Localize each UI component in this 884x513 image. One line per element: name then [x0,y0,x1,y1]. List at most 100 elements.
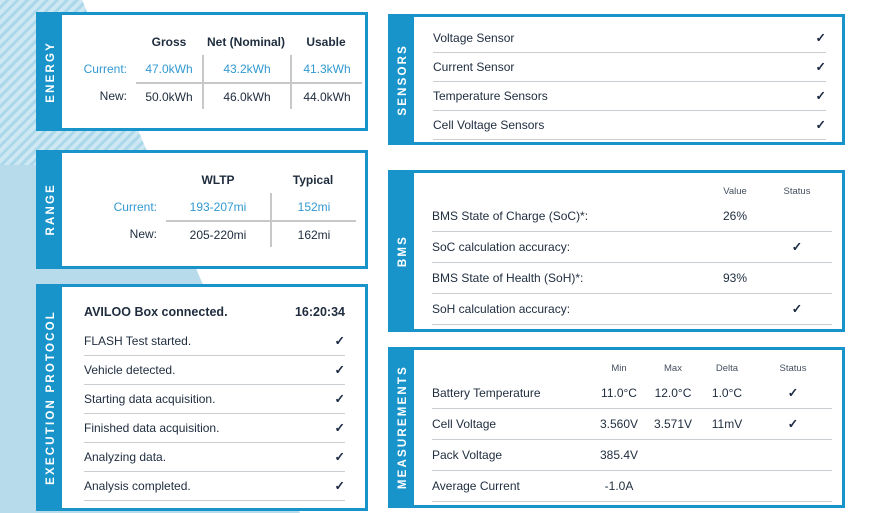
step-label: Analysis completed. [84,479,191,493]
cell-value: 44.0kWh [290,82,362,109]
cell-value: 152mi [270,193,356,220]
cell-value: 50.0kWh [136,82,202,109]
protocol-header-row: AVILOO Box connected. 16:20:34 [84,299,345,325]
column-header: Delta [715,362,739,374]
measurement-row: Pack Voltage 385.4V [432,440,832,471]
sensor-label: Voltage Sensor [433,31,515,45]
cell-min: -1.0A [604,479,634,493]
column-header: Status [779,362,807,374]
column-header: Status [783,185,811,197]
column-header: Typical [292,172,334,187]
bms-row: SoH calculation accuracy: ✓ [432,294,832,325]
column-header: Net (Nominal) [207,34,285,49]
step-label: Analyzing data. [84,450,167,464]
cell-value: 26% [722,209,748,223]
step-label: Starting data acquisition. [84,392,216,406]
range-panel: RANGE WLTP Typical Current: 193-207mi 15… [36,150,368,269]
sensor-row: Current Sensor ✓ [433,53,826,82]
bms-panel: BMS Value Status BMS State of Charge (So… [388,170,845,332]
column-header: Min [611,362,627,374]
execution-protocol-title: EXECUTION PROTOCOL [44,310,57,485]
row-label: BMS State of Charge (SoC)*: [432,209,589,223]
row-label: Average Current [432,479,520,493]
spacer-cell [66,166,166,193]
check-icon: ✓ [334,391,345,406]
measurement-row: Battery Temperature 11.0°C 12.0°C 1.0°C … [432,378,832,409]
column-header: Gross [151,34,187,49]
check-icon: ✓ [815,59,826,74]
step-label: Finished data acquisition. [84,421,220,435]
cell-max: 12.0°C [654,386,692,400]
energy-content: Gross Net (Nominal) Usable Current: 47.0… [62,15,365,128]
cell-min: 11.0°C [601,386,637,400]
bms-content: Value Status BMS State of Charge (SoC)*:… [414,173,842,329]
check-icon: ✓ [334,362,345,377]
column-header: Value [723,185,747,197]
protocol-step-row: Vehicle detected. ✓ [84,356,345,385]
check-icon: ✓ [791,239,803,254]
protocol-header-label: AVILOO Box connected. [84,305,228,319]
protocol-step-row: Analysis completed. ✓ [84,472,345,501]
column-header: Max [664,362,682,374]
measurements-content: Min Max Delta Status Battery Temperature… [414,350,842,505]
cell-max: 3.571V [653,417,693,431]
sensor-label: Cell Voltage Sensors [433,118,545,132]
cell-value: 205-220mi [166,220,270,247]
sensors-content: Voltage Sensor ✓ Current Sensor ✓ Temper… [414,17,842,142]
sensor-row: Cell Voltage Sensors ✓ [433,111,826,140]
row-label: Current: [83,61,127,76]
check-icon: ✓ [787,416,799,431]
range-table: WLTP Typical Current: 193-207mi 152mi Ne… [66,166,365,247]
check-icon: ✓ [815,117,826,132]
measurement-row: Average Current -1.0A [432,471,832,502]
step-label: FLASH Test started. [84,334,192,348]
protocol-step-row: FLASH Test started. ✓ [84,327,345,356]
row-label: Battery Temperature [432,386,541,400]
execution-protocol-title-bar: EXECUTION PROTOCOL [39,287,62,508]
column-header: Usable [306,34,346,49]
check-icon: ✓ [815,88,826,103]
step-label: Vehicle detected. [84,363,176,377]
check-icon: ✓ [334,478,345,493]
check-icon: ✓ [787,385,799,400]
energy-table: Gross Net (Nominal) Usable Current: 47.0… [64,28,365,109]
row-label: Pack Voltage [432,448,503,462]
execution-protocol-panel: EXECUTION PROTOCOL AVILOO Box connected.… [36,284,368,511]
row-label: BMS State of Health (SoH)*: [432,271,584,285]
column-header: WLTP [201,172,235,187]
row-label: Cell Voltage [432,417,497,431]
row-label: New: [129,226,157,241]
row-label: SoC calculation accuracy: [432,240,571,254]
bms-title-bar: BMS [391,173,414,329]
measurement-row: Cell Voltage 3.560V 3.571V 11mV ✓ [432,409,832,440]
range-title: RANGE [44,183,57,236]
cell-min: 3.560V [599,417,639,431]
protocol-step-row: Starting data acquisition. ✓ [84,385,345,414]
bms-row: BMS State of Health (SoH)*: 93% [432,263,832,294]
check-icon: ✓ [334,420,345,435]
range-content: WLTP Typical Current: 193-207mi 152mi Ne… [62,153,365,266]
cell-value: 93% [722,271,748,285]
sensor-label: Current Sensor [433,60,515,74]
check-icon: ✓ [791,301,803,316]
check-icon: ✓ [334,449,345,464]
row-label: Current: [113,199,157,214]
cell-value: 43.2kWh [202,55,290,82]
cell-value: 162mi [270,220,356,247]
protocol-step-row: Finished data acquisition. ✓ [84,414,345,443]
bms-row: SoC calculation accuracy: ✓ [432,232,832,263]
check-icon: ✓ [334,333,345,348]
bms-row: BMS State of Charge (SoC)*: 26% [432,201,832,232]
cell-min: 385.4V [599,448,639,462]
energy-title-bar: ENERGY [39,15,62,128]
cell-value: 47.0kWh [145,61,193,76]
cell-value: 41.3kWh [290,55,362,82]
bms-header-row: Value Status [432,181,832,201]
energy-title: ENERGY [44,40,57,103]
sensor-label: Temperature Sensors [433,89,548,103]
cell-value: 46.0kWh [202,82,290,109]
sensor-row: Voltage Sensor ✓ [433,24,826,53]
cell-delta: 11mV [711,417,743,431]
range-title-bar: RANGE [39,153,62,266]
